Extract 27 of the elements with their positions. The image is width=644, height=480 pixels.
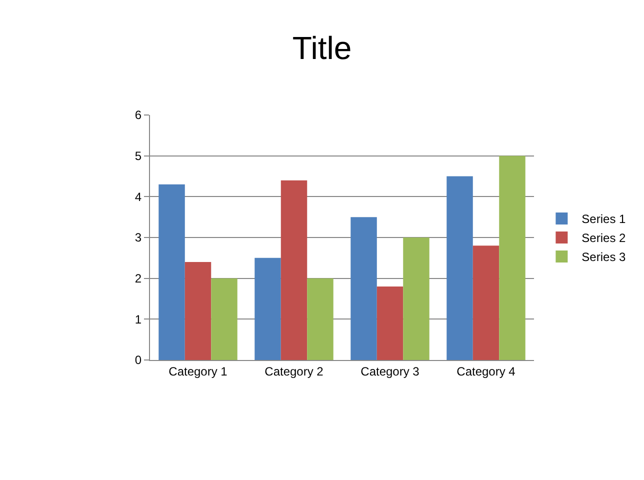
x-tick-label: Category 1 bbox=[168, 364, 228, 378]
legend-label: Series 1 bbox=[582, 212, 626, 226]
y-tick-label: 2 bbox=[134, 272, 142, 286]
bar bbox=[446, 176, 473, 360]
x-tick-label: Category 4 bbox=[456, 364, 516, 378]
bar bbox=[211, 278, 238, 360]
y-tick-label: 3 bbox=[134, 230, 142, 245]
bar bbox=[350, 217, 377, 360]
bar bbox=[472, 246, 500, 360]
chart-title: Title bbox=[292, 30, 352, 66]
bar bbox=[307, 278, 334, 360]
x-tick-label: Category 3 bbox=[360, 364, 420, 378]
y-tick-label: 5 bbox=[134, 149, 142, 164]
y-tick-label: 0 bbox=[134, 353, 142, 368]
bar bbox=[158, 184, 185, 360]
legend-label: Series 3 bbox=[582, 250, 626, 264]
bar bbox=[184, 262, 212, 360]
bar bbox=[403, 238, 430, 360]
bar bbox=[280, 180, 308, 360]
bar bbox=[376, 286, 404, 360]
y-tick-label: 1 bbox=[134, 312, 142, 326]
y-tick-label: 6 bbox=[134, 108, 142, 122]
x-tick-label: Category 2 bbox=[264, 364, 324, 378]
legend-label: Series 2 bbox=[582, 231, 626, 246]
bar bbox=[499, 156, 526, 360]
bar bbox=[254, 258, 281, 360]
y-tick-label: 4 bbox=[134, 190, 142, 204]
